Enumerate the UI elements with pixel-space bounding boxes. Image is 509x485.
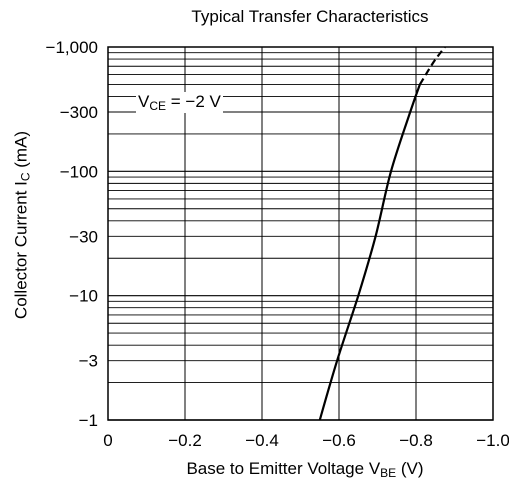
y-tick-label: −1: [79, 411, 98, 430]
x-axis-label-sub: BE: [380, 466, 397, 480]
vce-annotation-rest: = −2 V: [166, 92, 221, 111]
x-tick-label: −0.6: [322, 431, 356, 450]
y-axis-label-sub: C: [18, 172, 33, 182]
y-tick-label: −10: [69, 287, 98, 306]
chart-title: Typical Transfer Characteristics: [191, 7, 429, 26]
y-tick-label: −300: [60, 103, 98, 122]
y-tick-label: −30: [69, 227, 98, 246]
x-tick-label: −0.8: [399, 431, 433, 450]
x-axis-label: Base to Emitter Voltage VBE (V): [100, 459, 509, 480]
x-tick-label: −0.4: [245, 431, 279, 450]
curve-series: [318, 46, 446, 421]
vce-annotation-sub: CE: [149, 99, 167, 113]
x-axis-label-main: Base to Emitter Voltage V: [186, 459, 381, 478]
curve-solid: [318, 84, 421, 421]
x-tick-label: −0.2: [168, 431, 202, 450]
x-tick-label: −1.0: [476, 431, 509, 450]
y-tick-labels: −1 −3 −10 −30 −100 −300 −1,000: [46, 38, 98, 430]
vce-annotation: VCE = −2 V: [136, 92, 223, 113]
x-tick-label: 0: [103, 431, 112, 450]
x-tick-labels: 0 −0.2 −0.4 −0.6 −0.8 −1.0: [103, 431, 509, 450]
curve-dashed-extension: [418, 46, 446, 85]
y-tick-label: −100: [60, 162, 98, 181]
y-axis-label-main: Collector Current I: [11, 181, 31, 320]
plot-frame: [107, 46, 494, 421]
x-axis-label-unit: (V): [396, 459, 424, 478]
vce-annotation-main: V: [138, 92, 150, 111]
y-axis-label-unit: (mA): [11, 130, 31, 173]
y-axis-label: Collector Current IC (mA): [12, 65, 33, 385]
y-tick-label: −1,000: [46, 38, 98, 57]
y-tick-label: −3: [79, 352, 98, 371]
